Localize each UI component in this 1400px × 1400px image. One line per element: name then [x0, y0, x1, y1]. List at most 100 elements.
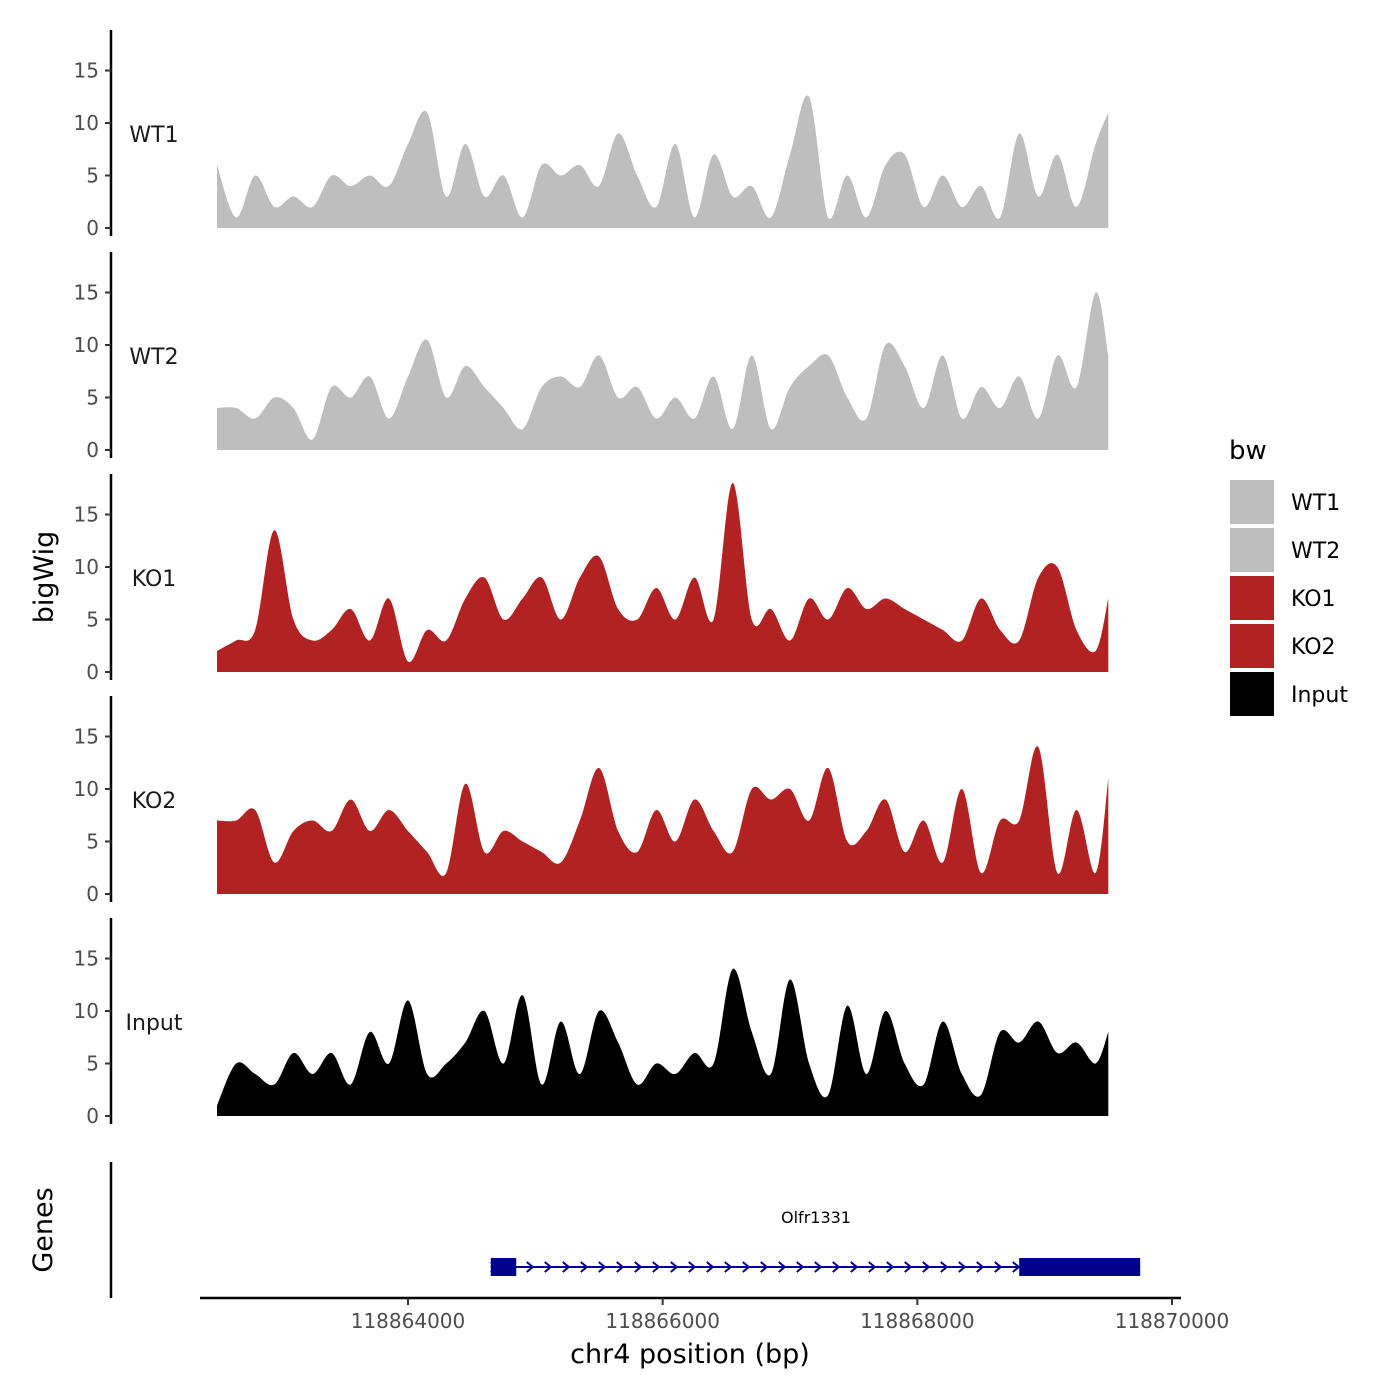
data-point-ko1: [1038, 577, 1039, 578]
legend-swatch-wt1: [1230, 480, 1274, 524]
data-point-input: [1019, 1042, 1020, 1043]
gene-strand-arrow: [886, 1261, 895, 1273]
data-point-input: [427, 1074, 428, 1075]
data-point-wt1: [1057, 154, 1058, 155]
data-point-ko2: [1095, 873, 1096, 874]
data-point-wt2: [312, 439, 313, 440]
data-point-wt1: [369, 175, 370, 176]
data-point-input: [809, 1063, 810, 1064]
gene-strand-arrow: [742, 1261, 751, 1273]
area-wt1: [217, 95, 1109, 229]
track-label-ko1: KO1: [132, 567, 177, 592]
gene-strand-arrow: [904, 1261, 913, 1273]
gene-strand-arrow: [994, 1261, 1003, 1273]
y-tick-label: 0: [86, 660, 99, 684]
data-point-wt1: [675, 144, 676, 145]
track-wt1: 0 5 10 15 WT1: [74, 30, 1109, 240]
y-tick-label: 10: [74, 555, 99, 579]
data-point-ko1: [1057, 567, 1058, 568]
data-point-wt2: [637, 387, 638, 388]
data-point-wt2: [1108, 355, 1109, 356]
area-ko2: [217, 746, 1109, 894]
y-tick-label: 5: [86, 386, 99, 410]
data-point-ko2: [522, 841, 523, 842]
data-point-wt1: [1000, 217, 1001, 218]
legend-label-input: Input: [1291, 683, 1348, 708]
gene-strand-arrow: [868, 1261, 877, 1273]
data-point-wt2: [217, 408, 218, 409]
data-point-ko1: [866, 609, 867, 610]
data-point-ko1: [408, 661, 409, 662]
data-point-input: [675, 1074, 676, 1075]
data-point-ko2: [599, 768, 600, 769]
gene-model: [490, 1258, 1141, 1276]
data-point-ko2: [713, 831, 714, 832]
data-point-input: [866, 1074, 867, 1075]
data-point-wt1: [942, 175, 943, 176]
data-point-wt2: [790, 387, 791, 388]
data-point-wt2: [675, 397, 676, 398]
data-point-wt1: [981, 186, 982, 187]
data-point-wt1: [312, 207, 313, 208]
data-point-ko1: [350, 609, 351, 610]
data-point-input: [255, 1074, 256, 1075]
data-point-ko1: [236, 640, 237, 641]
track-input: 0 5 10 15 Input: [74, 918, 1109, 1128]
legend-swatch-ko2: [1230, 624, 1274, 668]
gene-strand-arrow: [814, 1261, 823, 1273]
data-point-wt1: [522, 217, 523, 218]
data-point-ko1: [751, 619, 752, 620]
data-point-input: [388, 1063, 389, 1064]
data-point-ko2: [274, 862, 275, 863]
data-point-wt2: [331, 387, 332, 388]
data-point-ko1: [904, 609, 905, 610]
data-point-input: [885, 1011, 886, 1012]
data-point-wt2: [847, 397, 848, 398]
data-point-wt1: [637, 175, 638, 176]
data-point-wt2: [579, 387, 580, 388]
data-point-ko2: [866, 831, 867, 832]
gene-strand-arrow: [760, 1261, 769, 1273]
data-point-wt1: [885, 165, 886, 166]
gene-strand-arrow: [634, 1261, 643, 1273]
gene-strand-arrow: [652, 1261, 661, 1273]
data-point-input: [369, 1032, 370, 1033]
genes-axis-title: Genes: [28, 1187, 59, 1272]
y-tick-label: 10: [74, 111, 99, 135]
legend-label-ko1: KO1: [1291, 587, 1336, 612]
data-point-wt2: [293, 408, 294, 409]
data-point-wt2: [503, 408, 504, 409]
data-point-wt1: [713, 154, 714, 155]
data-point-input: [599, 1011, 600, 1012]
data-point-input: [1000, 1032, 1001, 1033]
data-point-ko2: [312, 820, 313, 821]
genes-panel: Genes Olfr1331: [28, 1162, 1141, 1298]
data-point-wt1: [465, 144, 466, 145]
data-point-ko1: [427, 630, 428, 631]
data-point-ko2: [847, 841, 848, 842]
data-point-input: [579, 1074, 580, 1075]
data-point-wt1: [236, 217, 237, 218]
gene-strand-arrow: [526, 1261, 535, 1273]
data-point-ko2: [618, 831, 619, 832]
data-point-wt1: [446, 196, 447, 197]
data-point-ko2: [809, 820, 810, 821]
data-point-ko1: [541, 577, 542, 578]
data-point-wt2: [560, 376, 561, 377]
data-point-wt1: [809, 96, 810, 97]
data-point-input: [560, 1021, 561, 1022]
data-point-ko1: [560, 619, 561, 620]
data-point-input: [312, 1074, 313, 1075]
data-point-ko1: [503, 619, 504, 620]
data-point-input: [1095, 1063, 1096, 1064]
data-point-ko2: [904, 852, 905, 853]
area-wt2: [217, 292, 1109, 450]
data-point-ko2: [732, 852, 733, 853]
gene-strand-arrow: [598, 1261, 607, 1273]
data-point-wt2: [828, 355, 829, 356]
data-point-input: [274, 1084, 275, 1085]
data-point-ko1: [388, 598, 389, 599]
data-point-wt1: [350, 186, 351, 187]
data-point-wt1: [255, 175, 256, 176]
